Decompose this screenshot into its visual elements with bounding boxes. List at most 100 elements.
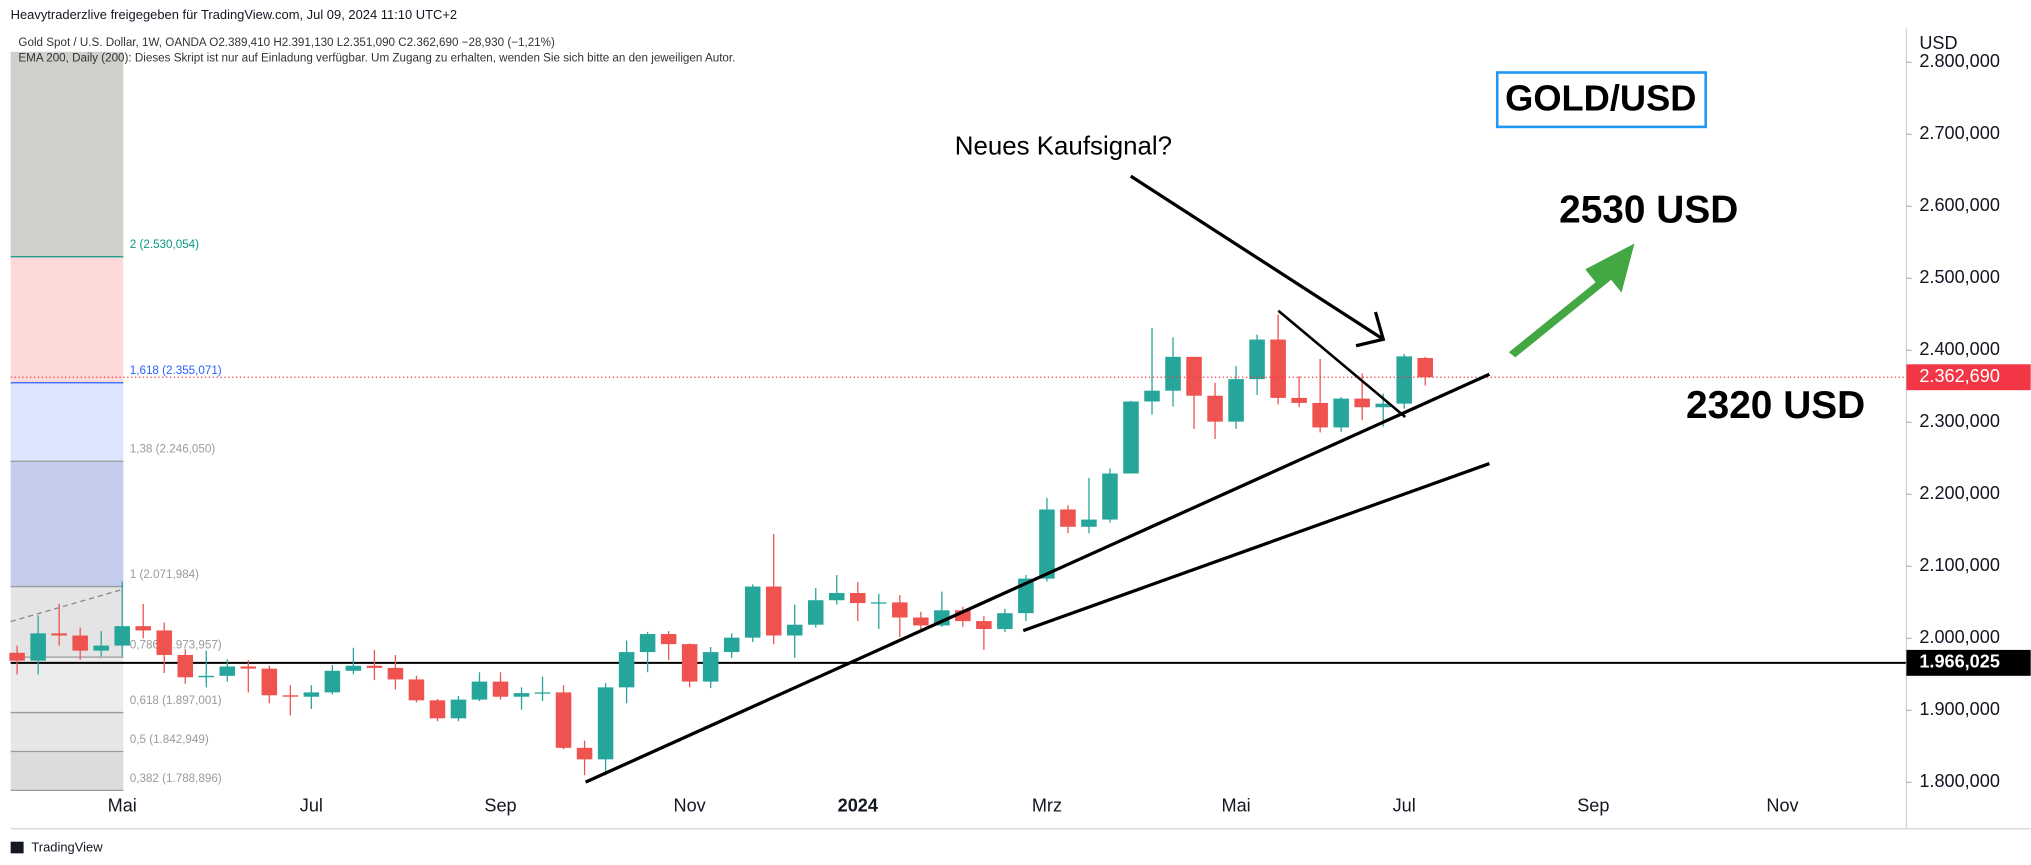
ema-line xyxy=(10,588,124,623)
arrow xyxy=(1129,174,1385,341)
candle-body xyxy=(1291,397,1307,403)
candle-body xyxy=(303,692,320,697)
annotation: 2320 USD xyxy=(1686,384,1865,427)
arrow-head xyxy=(1355,311,1386,348)
fib-label: 2 (2.530,054) xyxy=(130,238,199,251)
hline-label: 1.966,025 xyxy=(1919,652,2000,672)
candle-body xyxy=(765,586,782,636)
last-price-label: 2.362,690 xyxy=(1919,366,2000,386)
x-tick-label: Sep xyxy=(1577,796,1609,816)
fib-label: 0,786 (1.973,957) xyxy=(130,639,222,652)
candle-body xyxy=(114,626,130,646)
y-tick-label: 2.300,000 xyxy=(1919,411,2000,431)
candle-body xyxy=(1060,509,1076,527)
note: EMA 200, Daily (200): Dieses Skript ist … xyxy=(18,51,735,64)
y-tick-label: 2.100,000 xyxy=(1919,555,2000,575)
candle-body xyxy=(786,624,803,636)
candle-body xyxy=(1312,402,1328,428)
plot xyxy=(9,314,1907,776)
x-tick-label: Mai xyxy=(1221,796,1250,816)
hline-tag xyxy=(1906,649,2031,676)
fib-zone-top xyxy=(10,51,124,261)
candle-body xyxy=(1396,356,1412,404)
candle-body xyxy=(345,665,362,671)
fib-label: 1,618 (2.355,071) xyxy=(130,364,222,377)
candle-body xyxy=(282,695,299,697)
trend-line xyxy=(584,372,1491,784)
fib-zone xyxy=(10,256,124,383)
candle-body xyxy=(1165,356,1181,391)
fib-label: 0,382 (1.788,896) xyxy=(130,772,222,785)
candle-body xyxy=(9,652,25,661)
x-tick-label: Mai xyxy=(108,796,137,816)
candle-body xyxy=(976,621,992,630)
candle-body xyxy=(639,634,656,653)
candle-body xyxy=(828,593,845,601)
x-tick-label: 2024 xyxy=(838,796,878,816)
candle-body xyxy=(177,654,194,678)
candle-body xyxy=(219,666,236,676)
y-tick-label: 2.400,000 xyxy=(1919,339,2000,359)
y-tick-label: 1.800,000 xyxy=(1919,771,2000,791)
candle-body xyxy=(135,626,151,631)
candle-body xyxy=(240,666,257,669)
candle-body xyxy=(471,681,488,700)
candle-body xyxy=(807,600,824,625)
candle-body xyxy=(492,681,509,697)
x-tick-label: Nov xyxy=(1766,796,1798,816)
candle-body xyxy=(93,645,109,651)
y-tick-label: 1.900,000 xyxy=(1919,699,2000,719)
candle-body xyxy=(892,602,908,618)
candle-body xyxy=(513,693,530,697)
candle-body xyxy=(366,665,383,668)
badge: GOLD/USD xyxy=(1505,78,1696,119)
candle-body xyxy=(913,617,929,626)
fib-label: 1,38 (2.246,050) xyxy=(130,443,216,456)
y-tick-label: 2.800,000 xyxy=(1919,51,2000,71)
trend-line xyxy=(1277,309,1407,418)
candle-body xyxy=(51,633,67,636)
candle-body xyxy=(1354,398,1370,408)
candle-body xyxy=(702,652,719,682)
candle-body xyxy=(198,675,215,678)
fib-zone xyxy=(10,712,124,752)
candle-body xyxy=(324,670,341,693)
candle-body xyxy=(72,635,88,651)
candle-body xyxy=(555,692,572,748)
candle-body xyxy=(681,644,698,682)
x-tick-label: Jul xyxy=(300,796,323,816)
candle-body xyxy=(1123,401,1139,474)
candle-body xyxy=(1417,357,1433,378)
candle-body xyxy=(261,668,278,696)
fib-label: 0,618 (1.897,001) xyxy=(130,694,222,707)
candle-body xyxy=(1375,403,1391,408)
badge-box xyxy=(1495,71,1707,129)
candle-body xyxy=(723,637,740,653)
annotation: Neues Kaufsignal? xyxy=(955,132,1172,160)
candle-body xyxy=(1018,578,1034,614)
fib-zone xyxy=(10,657,124,713)
y-tick-label: 2.200,000 xyxy=(1919,483,2000,503)
candle-body xyxy=(871,602,887,604)
candle-body xyxy=(576,747,593,760)
fib-label: 1 (2.071,984) xyxy=(130,568,199,581)
subtitle: Gold Spot / U.S. Dollar, 1W, OANDA O2.38… xyxy=(18,36,555,49)
fib-zone xyxy=(10,382,124,462)
candle-body xyxy=(450,699,467,719)
candle-body xyxy=(1102,473,1118,520)
fib-label: 0,5 (1.842,949) xyxy=(130,733,209,746)
candle-body xyxy=(1207,395,1223,422)
green-arrow xyxy=(1508,243,1635,358)
candle-body xyxy=(850,593,866,604)
candle-body xyxy=(387,667,404,680)
candle-body xyxy=(1228,379,1244,422)
candle-body xyxy=(1249,339,1265,380)
brand-logo xyxy=(10,841,24,854)
candle-body xyxy=(744,586,761,638)
candle-body xyxy=(1144,390,1160,402)
candle-body xyxy=(534,692,551,694)
y-tick-label: 2.000,000 xyxy=(1919,627,2000,647)
candle-body xyxy=(1270,339,1286,398)
